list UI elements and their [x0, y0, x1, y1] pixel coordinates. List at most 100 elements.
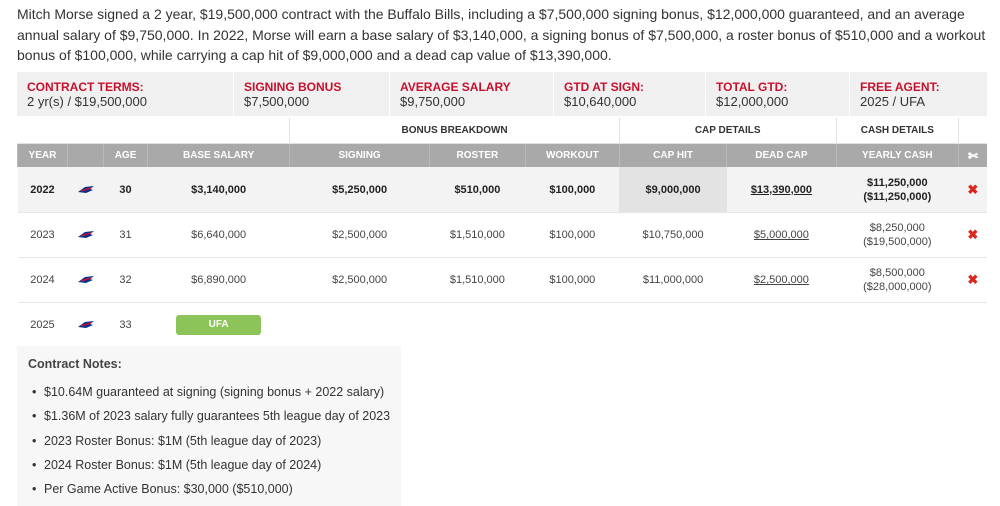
- cell-year: 2024: [17, 257, 68, 303]
- cell-roster: $1,510,000: [429, 257, 526, 303]
- cell-empty: [290, 303, 987, 348]
- col-dead-cap[interactable]: DEAD CAP: [726, 143, 837, 167]
- cell-age: 32: [103, 257, 148, 303]
- cell-team: [67, 167, 104, 213]
- list-item: $10.64M guaranteed at signing (signing b…: [32, 380, 390, 405]
- list-item: Per Game Active Bonus: $30,000 ($510,000…: [32, 477, 390, 502]
- contract-table: BONUS BREAKDOWN CAP DETAILS CASH DETAILS…: [17, 118, 987, 347]
- close-icon[interactable]: ✖: [967, 227, 979, 242]
- cell-workout: $100,000: [525, 167, 620, 213]
- table-row-free-agent-year: 2025 33 UFA: [18, 303, 988, 348]
- contract-summary-text: Mitch Morse signed a 2 year, $19,500,000…: [17, 6, 986, 63]
- yearly-cash-value: $8,500,000: [869, 267, 925, 279]
- cell-age: 33: [119, 319, 132, 331]
- term-signing-bonus: SIGNING BONUS $7,500,000: [233, 72, 389, 116]
- term-total-gtd: TOTAL GTD: $12,000,000: [705, 72, 849, 116]
- group-cash-details: CASH DETAILS: [835, 118, 959, 144]
- yearly-cash-value: $11,250,000: [867, 176, 928, 189]
- cell-signing: $5,250,000: [289, 167, 430, 213]
- col-cap-hit[interactable]: CAP HIT: [618, 143, 727, 167]
- col-year[interactable]: YEAR: [17, 143, 68, 167]
- cell-signing: $2,500,000: [289, 257, 430, 303]
- dead-cap-link[interactable]: $2,500,000: [753, 274, 809, 286]
- close-icon[interactable]: ✖: [967, 272, 979, 287]
- cell-cut: ✖: [958, 167, 987, 213]
- col-yearly-cash[interactable]: YEARLY CASH: [835, 143, 959, 167]
- ufa-badge: UFA: [176, 315, 262, 335]
- contract-notes-title: Contract Notes:: [28, 357, 122, 371]
- bills-logo-icon: [77, 276, 94, 284]
- cell-team: [67, 257, 104, 303]
- list-item: $1.36M of 2023 salary fully guarantees 5…: [32, 404, 390, 429]
- term-average-salary: AVERAGE SALARY $9,750,000: [389, 72, 553, 116]
- term-label: GTD AT SIGN:: [564, 80, 644, 94]
- cell-cap-hit: $9,000,000: [619, 167, 727, 213]
- cumulative-cash-value: ($28,000,000): [863, 281, 932, 293]
- term-value: $9,750,000: [400, 94, 466, 109]
- term-label: CONTRACT TERMS:: [27, 80, 144, 94]
- col-workout[interactable]: WORKOUT: [524, 143, 620, 167]
- yearly-cash-value: $8,250,000: [869, 222, 925, 234]
- col-team: [66, 143, 104, 167]
- col-cut: ✄: [958, 143, 987, 167]
- contract-notes-list: $10.64M guaranteed at signing (signing b…: [17, 380, 390, 502]
- cell-status: UFA: [147, 303, 289, 348]
- cell-roster: $1,510,000: [429, 212, 526, 258]
- cell-cap-hit: $11,000,000: [619, 257, 727, 303]
- table-row: 2024 32 $6,890,000 $2,500,000 $1,510,000…: [17, 257, 987, 303]
- cell-year: 2023: [17, 212, 68, 258]
- cumulative-cash-value: ($19,500,000): [863, 236, 932, 248]
- column-header-row: YEAR AGE BASE SALARY SIGNING ROSTER WORK…: [17, 143, 987, 167]
- term-free-agent: FREE AGENT: 2025 / UFA: [849, 72, 987, 116]
- col-age[interactable]: AGE: [103, 143, 148, 167]
- close-icon[interactable]: ✖: [967, 181, 979, 197]
- contract-terms-bar: CONTRACT TERMS: 2 yr(s) / $19,500,000 SI…: [17, 72, 987, 116]
- cell-age: 31: [103, 212, 148, 258]
- cell-workout: $100,000: [525, 257, 620, 303]
- column-group-header: BONUS BREAKDOWN CAP DETAILS CASH DETAILS: [17, 118, 987, 144]
- cell-dead-cap[interactable]: $2,500,000: [726, 257, 837, 303]
- cell-roster: $510,000: [429, 167, 526, 213]
- col-roster[interactable]: ROSTER: [428, 143, 526, 167]
- cell-base-salary: $3,140,000: [147, 167, 290, 213]
- bills-logo-icon: [77, 185, 94, 193]
- term-value: 2025 / UFA: [860, 94, 926, 109]
- group-bonus-breakdown: BONUS BREAKDOWN: [289, 118, 620, 144]
- term-contract-terms: CONTRACT TERMS: 2 yr(s) / $19,500,000: [17, 72, 233, 116]
- scissors-icon[interactable]: ✄: [968, 148, 979, 163]
- term-value: $12,000,000: [716, 94, 789, 109]
- term-value: $10,640,000: [564, 94, 637, 109]
- dead-cap-link[interactable]: $5,000,000: [753, 229, 809, 241]
- group-blank: [17, 118, 290, 144]
- cell-yearly-cash: $8,500,000 ($28,000,000): [836, 257, 959, 303]
- cell-base-salary: $6,640,000: [147, 212, 290, 258]
- cell-team: [67, 212, 104, 258]
- cell-dead-cap[interactable]: $5,000,000: [726, 212, 837, 258]
- col-base-salary[interactable]: BASE SALARY: [146, 143, 290, 167]
- bills-logo-icon: [77, 321, 94, 329]
- cell-year: 2025: [30, 319, 55, 331]
- term-value: $7,500,000: [244, 94, 310, 109]
- cell-cut: ✖: [958, 257, 987, 303]
- table-row: 2022 30 $3,140,000 $5,250,000 $510,000 $…: [17, 167, 987, 213]
- list-item: 2023 Roster Bonus: $1M (5th league day o…: [32, 429, 390, 454]
- cell-age: 30: [103, 167, 148, 213]
- contract-notes-panel: Contract Notes: $10.64M guaranteed at si…: [17, 346, 401, 506]
- col-signing[interactable]: SIGNING: [289, 143, 430, 167]
- term-label: SIGNING BONUS: [244, 80, 342, 94]
- cell-base-salary: $6,890,000: [147, 257, 290, 303]
- cell-workout: $100,000: [525, 212, 620, 258]
- term-value: 2 yr(s) / $19,500,000: [27, 94, 147, 109]
- cell-yearly-cash: $8,250,000 ($19,500,000): [836, 212, 959, 258]
- term-label: TOTAL GTD:: [716, 80, 788, 94]
- bills-logo-icon: [77, 231, 94, 239]
- cell-dead-cap[interactable]: $13,390,000: [726, 167, 837, 213]
- term-label: AVERAGE SALARY: [400, 80, 511, 94]
- group-tools: [958, 118, 987, 144]
- list-item: 2024 Roster Bonus: $1M (5th league day o…: [32, 453, 390, 478]
- table-row: 2023 31 $6,640,000 $2,500,000 $1,510,000…: [17, 212, 987, 258]
- cell-signing: $2,500,000: [289, 212, 430, 258]
- cell-team: [67, 303, 103, 348]
- dead-cap-link[interactable]: $13,390,000: [750, 183, 812, 196]
